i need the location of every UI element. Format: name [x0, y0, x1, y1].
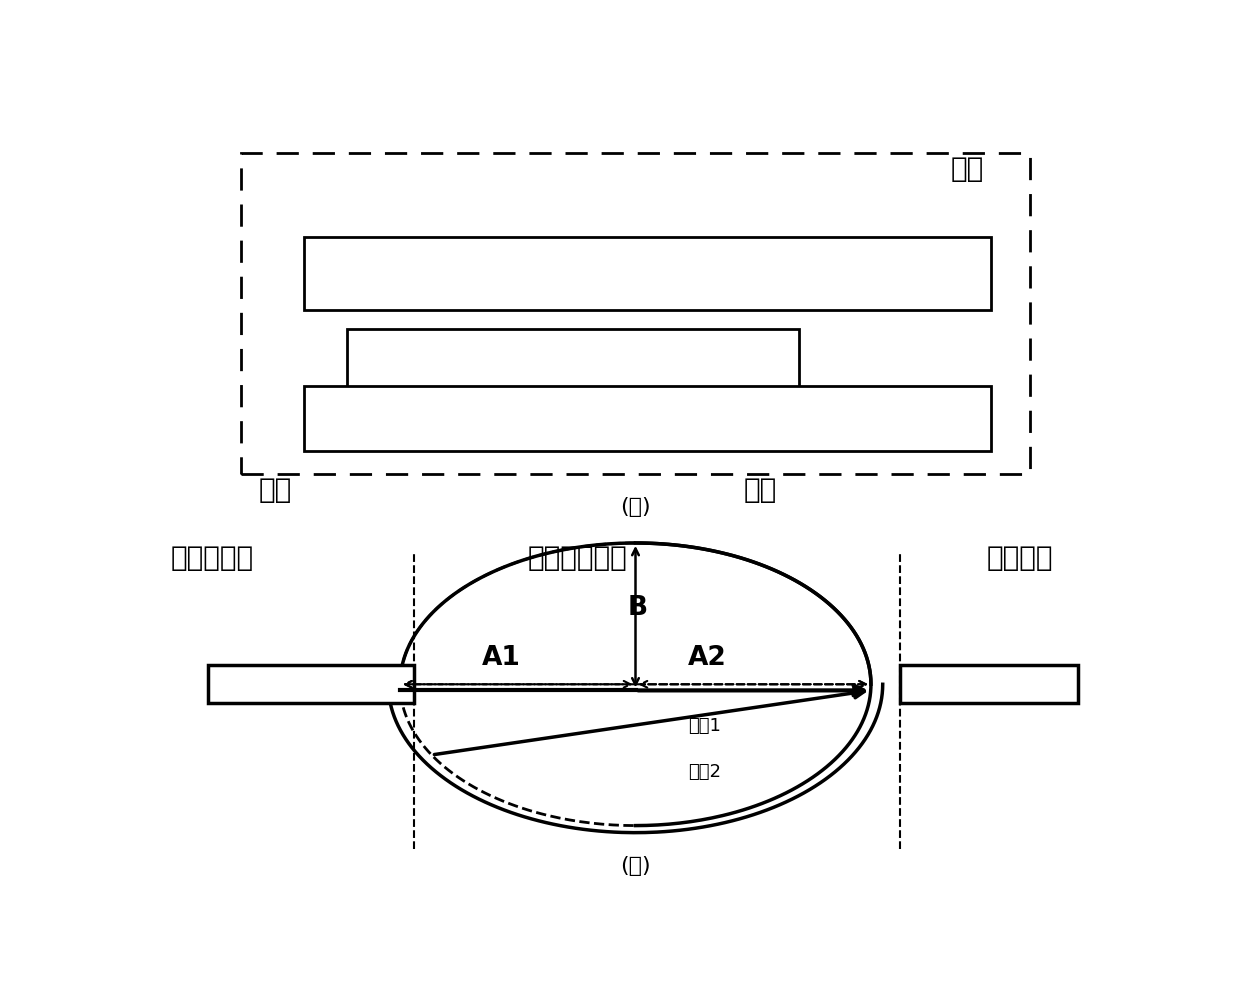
Bar [208, 666, 414, 703]
Text: (ａ): (ａ) [620, 497, 651, 517]
Text: A2: A2 [688, 645, 727, 671]
Bar [242, 154, 1029, 474]
Text: 路径1: 路径1 [688, 717, 722, 735]
Text: 输入: 输入 [258, 475, 291, 504]
Bar [304, 237, 991, 310]
Bar [347, 329, 799, 394]
Text: 路径2: 路径2 [688, 763, 722, 781]
Bar [900, 666, 1078, 703]
Text: B: B [627, 595, 647, 621]
Text: 直通: 直通 [744, 475, 777, 504]
Text: 基模输出: 基模输出 [987, 545, 1053, 572]
Text: A1: A1 [481, 645, 521, 671]
Text: 下载: 下载 [950, 155, 983, 183]
Text: (ｂ): (ｂ) [620, 856, 651, 876]
Text: 模式转换区域: 模式转换区域 [528, 545, 627, 572]
Bar [304, 387, 991, 451]
Text: 偶阶模输入: 偶阶模输入 [171, 545, 254, 572]
